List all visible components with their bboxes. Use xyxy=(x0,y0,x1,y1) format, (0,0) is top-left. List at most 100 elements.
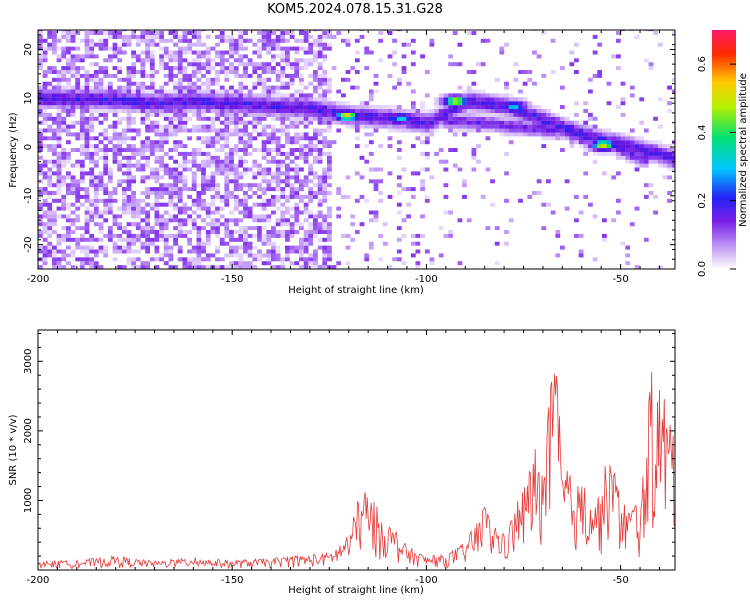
heatmap-cell xyxy=(149,241,155,246)
heatmap-cell xyxy=(38,265,43,269)
heatmap-cell xyxy=(66,62,71,67)
heatmap-cell xyxy=(392,257,397,262)
heatmap-cell xyxy=(205,62,211,67)
heatmap-cell xyxy=(121,179,127,184)
heatmap-cell xyxy=(350,85,356,90)
heatmap-cell xyxy=(196,226,202,231)
heatmap-cell xyxy=(532,109,537,113)
heatmap-cell xyxy=(168,253,174,258)
heatmap-cell xyxy=(238,136,244,141)
heatmap-cell xyxy=(354,171,360,176)
heatmap-cell xyxy=(205,233,211,238)
heatmap-cell xyxy=(117,265,122,269)
heatmap-cell xyxy=(285,54,290,59)
heatmap-cell xyxy=(233,253,239,258)
heatmap-cell xyxy=(327,97,332,102)
heatmap-cell xyxy=(392,62,397,67)
heatmap-cell xyxy=(47,116,53,121)
heatmap-cell xyxy=(364,50,370,55)
heatmap-cell xyxy=(205,175,211,180)
heatmap-cell xyxy=(149,70,155,74)
heatmap-cell xyxy=(368,132,374,137)
heatmap-cell xyxy=(47,230,53,234)
heatmap-cell xyxy=(396,249,402,254)
heatmap-cell xyxy=(187,62,192,67)
heatmap-cell xyxy=(229,112,234,117)
heatmap-cell xyxy=(308,120,314,125)
heatmap-cell xyxy=(527,112,533,117)
heatmap-cell xyxy=(247,249,253,254)
heatmap-cell xyxy=(252,245,258,250)
heatmap-cell xyxy=(131,241,136,246)
heatmap-cell xyxy=(299,89,304,94)
heatmap-cell xyxy=(98,93,104,98)
heatmap-cell xyxy=(653,31,658,35)
heatmap-cell xyxy=(303,261,309,266)
heatmap-cell xyxy=(117,31,122,35)
heatmap-cell xyxy=(643,155,649,160)
heatmap-cell xyxy=(634,151,640,156)
heatmap-cell xyxy=(639,144,645,149)
heatmap-cell xyxy=(215,112,220,117)
heatmap-cell xyxy=(420,105,425,110)
heatmap-cell xyxy=(61,151,67,156)
heatmap-cell xyxy=(145,261,150,266)
colorbar-tick-label: 0.4 xyxy=(697,124,708,140)
heatmap-cell xyxy=(42,144,48,149)
heatmap-cell xyxy=(401,54,407,59)
heatmap-cell xyxy=(671,163,675,168)
heatmap-cell xyxy=(135,163,141,168)
heatmap-cell xyxy=(56,132,62,137)
heatmap-cell xyxy=(606,128,612,133)
heatmap-cell xyxy=(667,163,672,168)
heatmap-cell xyxy=(289,97,295,102)
heatmap-cell xyxy=(224,187,230,192)
heatmap-cell xyxy=(294,105,300,110)
heatmap-cell xyxy=(135,42,141,47)
heatmap-cell xyxy=(257,105,262,110)
heatmap-cell xyxy=(588,124,593,129)
heatmap-cell xyxy=(471,109,477,113)
heatmap-cell xyxy=(196,116,202,121)
heatmap-cell xyxy=(75,226,81,231)
heatmap-cell xyxy=(75,77,81,82)
colorbar: 0.00.20.40.6 Normalized spectral amplitu… xyxy=(697,30,749,277)
heatmap-cell xyxy=(215,257,220,262)
heatmap-cell xyxy=(480,128,486,133)
heatmap-cell xyxy=(308,233,314,238)
heatmap-cell xyxy=(61,66,67,71)
heatmap-cell xyxy=(443,233,449,238)
heatmap-cell xyxy=(322,128,328,133)
heatmap-cell xyxy=(555,120,561,125)
heatmap-cell xyxy=(229,191,234,195)
heatmap-cell xyxy=(266,85,272,90)
heatmap-cell xyxy=(238,237,244,242)
heatmap-cell xyxy=(187,218,192,223)
heatmap-cell xyxy=(117,120,122,125)
heatmap-cell xyxy=(317,210,323,215)
heatmap-cell xyxy=(93,144,99,149)
heatmap-cell xyxy=(550,70,556,74)
heatmap-cell xyxy=(629,140,635,145)
heatmap-cell xyxy=(303,175,309,180)
heatmap-cell xyxy=(364,101,370,106)
heatmap-cell xyxy=(299,210,304,215)
heatmap-cell xyxy=(177,109,183,113)
heatmap-cell xyxy=(70,120,76,125)
heatmap-cell xyxy=(634,167,640,172)
heatmap-cell xyxy=(602,132,607,137)
heatmap-cell xyxy=(75,97,81,102)
heatmap-cell xyxy=(592,159,598,164)
heatmap-cell xyxy=(424,249,430,254)
heatmap-cell xyxy=(373,218,379,223)
heatmap-cell xyxy=(229,46,234,51)
heatmap-cell xyxy=(341,233,346,238)
heatmap-cell xyxy=(313,194,318,199)
heatmap-cell xyxy=(131,97,136,102)
heatmap-cell xyxy=(257,237,262,242)
heatmap-cell xyxy=(629,148,635,152)
heatmap-cell xyxy=(79,265,85,269)
heatmap-cell xyxy=(354,70,360,74)
heatmap-cell xyxy=(182,230,188,234)
heatmap-cell xyxy=(448,210,453,215)
